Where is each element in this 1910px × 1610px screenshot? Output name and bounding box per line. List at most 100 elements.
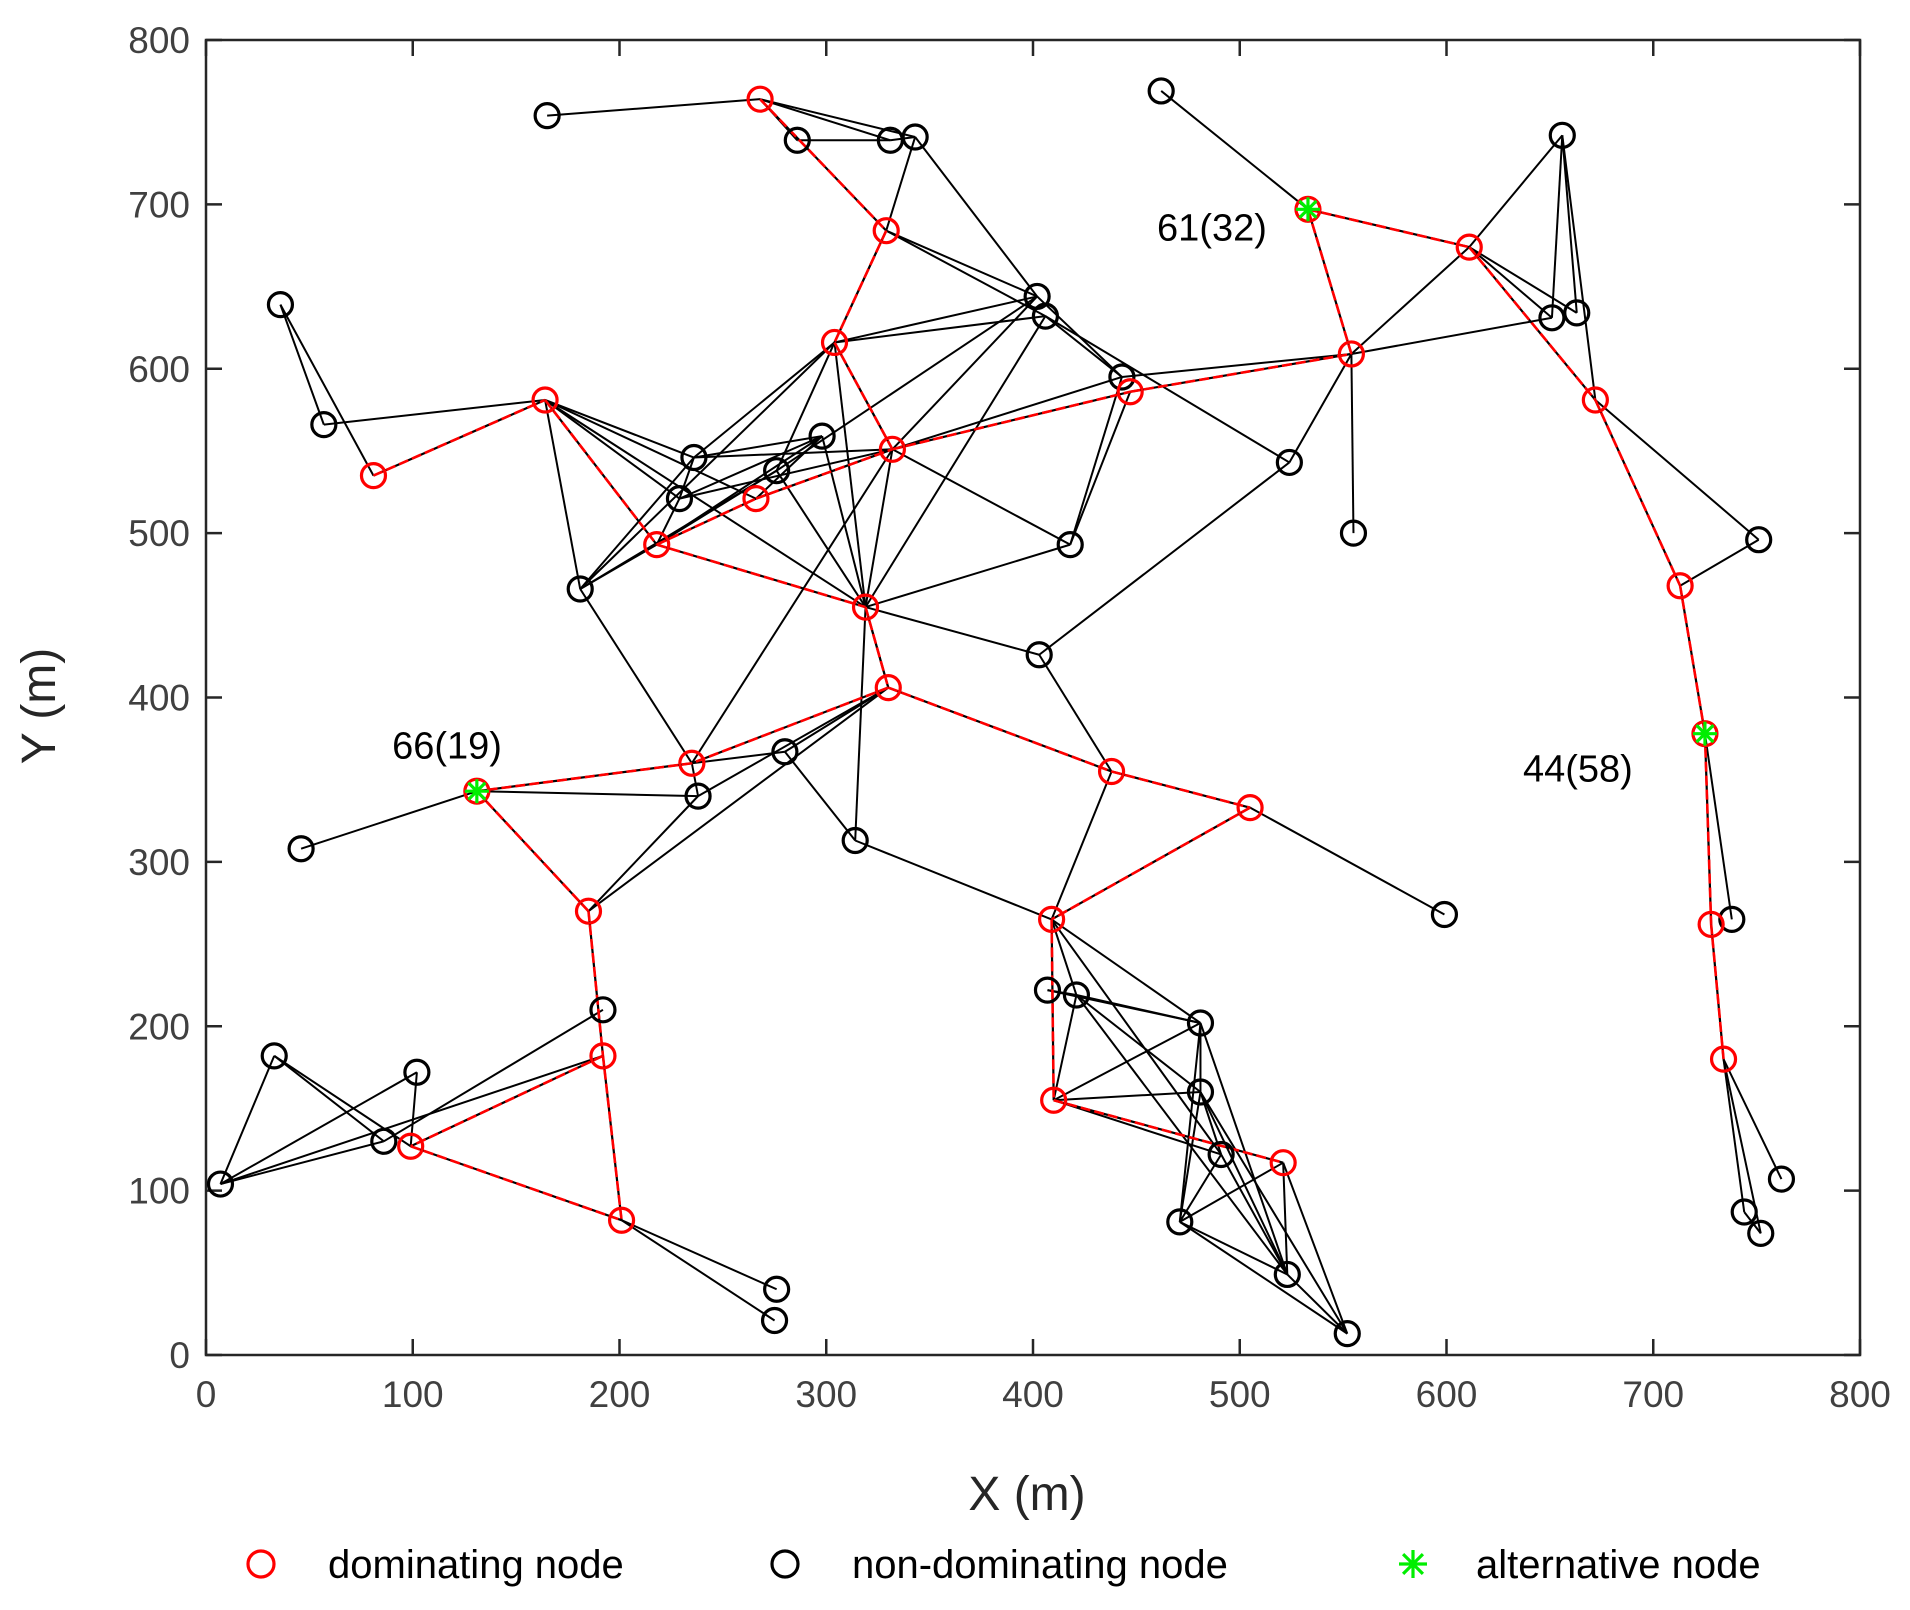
legend-non-dominating-marker — [770, 1549, 800, 1579]
edge-line — [1199, 1091, 1349, 1335]
node-annotation: 44(58) — [1523, 748, 1633, 790]
edge-line — [1199, 1022, 1289, 1275]
edge-line — [691, 448, 894, 764]
dominating-node — [1697, 910, 1725, 938]
non-dominating-node — [1025, 641, 1053, 669]
dominating-node — [1581, 386, 1609, 414]
edge-line — [1350, 246, 1470, 355]
non-dominating-node — [287, 835, 315, 863]
edge-line — [1468, 246, 1578, 314]
edge-line — [579, 456, 695, 590]
non-dominating-node — [589, 996, 617, 1024]
legend-label: alternative node — [1476, 1543, 1761, 1587]
dominating-node — [874, 674, 902, 702]
dominating-node — [820, 328, 849, 357]
x-tick-label: 200 — [589, 1374, 651, 1415]
edge-line — [784, 751, 856, 842]
dominating-edge — [587, 911, 605, 1056]
edge-line — [219, 1055, 276, 1185]
non-dominating-node — [684, 782, 712, 810]
dominating-edge-base — [1307, 208, 1470, 249]
dominating-edge — [833, 230, 888, 343]
edge-line — [885, 136, 917, 231]
non-dominating-node — [1339, 519, 1368, 547]
non-dominating-node — [680, 443, 708, 472]
legend-dominating-marker — [246, 1549, 276, 1579]
x-tick-label: 300 — [795, 1374, 857, 1415]
edge-line — [833, 342, 867, 608]
non-dominating-node — [808, 422, 836, 450]
edge-line — [864, 449, 894, 608]
edge-line — [544, 399, 867, 608]
dominating-node — [1116, 378, 1144, 406]
dominating-edge — [1050, 919, 1055, 1101]
non-dominating-node — [1062, 981, 1091, 1009]
non-dominating-node — [1108, 363, 1136, 391]
dominating-edge — [410, 1145, 622, 1222]
dominating-edge — [1709, 924, 1725, 1060]
edge-line — [1044, 315, 1290, 464]
y-axis-title: Y (m) — [13, 648, 66, 764]
edge-line — [547, 98, 761, 117]
edge-line — [1199, 1091, 1289, 1275]
y-tick-label: 0 — [169, 1335, 190, 1376]
edge-line — [1282, 1162, 1289, 1275]
edge-line — [1038, 461, 1290, 656]
dominating-node — [878, 435, 907, 463]
dominating-edge — [887, 686, 1113, 773]
edge-line — [1679, 538, 1760, 587]
non-dominating-node — [260, 1042, 288, 1070]
edge-line — [1121, 352, 1352, 378]
edge-line — [1051, 918, 1202, 1024]
edge-line — [691, 750, 786, 765]
annotation-group: 61(32) 66(19) 44(58) — [392, 208, 1633, 791]
edge-line — [1075, 994, 1202, 1093]
non-dominating-node — [1548, 121, 1576, 149]
non-dominating-node — [771, 738, 799, 766]
x-tick-label: 500 — [1209, 1374, 1271, 1415]
dominating-node — [872, 217, 900, 245]
edge-line — [759, 98, 891, 142]
edge-line — [655, 498, 681, 546]
dominating-edge — [833, 341, 894, 450]
alternative-node-star — [1295, 197, 1320, 222]
non-dominating-node — [1166, 1208, 1194, 1236]
y-tick-label: 400 — [128, 678, 190, 719]
non-dominating-node — [1745, 526, 1773, 554]
non-dominating-node — [1056, 531, 1084, 559]
dominating-node — [1709, 1045, 1738, 1073]
non-dominating-node — [1767, 1165, 1796, 1193]
edge-line — [1052, 994, 1078, 1101]
non-dominating-node — [763, 1275, 791, 1303]
x-tick-label: 600 — [1416, 1374, 1478, 1415]
edge-line — [885, 229, 1038, 298]
edge-line — [1050, 771, 1113, 920]
non-dominating-node — [763, 457, 791, 485]
dominating-node — [746, 85, 774, 113]
dominating-edge-base — [476, 790, 590, 912]
edge-line — [864, 315, 1047, 608]
edge-line — [865, 606, 1040, 656]
edge-line — [1053, 1022, 1201, 1102]
edge-line — [1220, 1153, 1289, 1275]
y-tick-label: 600 — [128, 349, 190, 390]
y-tick-label: 800 — [128, 20, 190, 61]
edge-line — [693, 341, 836, 459]
dominating-edge — [410, 1054, 604, 1148]
edge-line — [579, 543, 658, 590]
node-annotation: 66(19) — [392, 725, 502, 767]
dominating-edge — [1050, 806, 1251, 921]
non-dominating-node — [665, 485, 694, 513]
dominating-node — [1455, 233, 1483, 261]
dominating-node — [678, 749, 706, 777]
dominating-edge — [1594, 399, 1682, 587]
edge-line — [1069, 376, 1123, 545]
edge-line — [1722, 1058, 1746, 1213]
edge-line — [219, 1071, 418, 1185]
edge-line — [279, 304, 325, 425]
edge-line — [579, 341, 836, 590]
edge-line — [1351, 316, 1553, 355]
edge-line — [587, 686, 889, 912]
edge-line — [1550, 135, 1564, 318]
non-dominating-node — [1333, 1320, 1361, 1348]
